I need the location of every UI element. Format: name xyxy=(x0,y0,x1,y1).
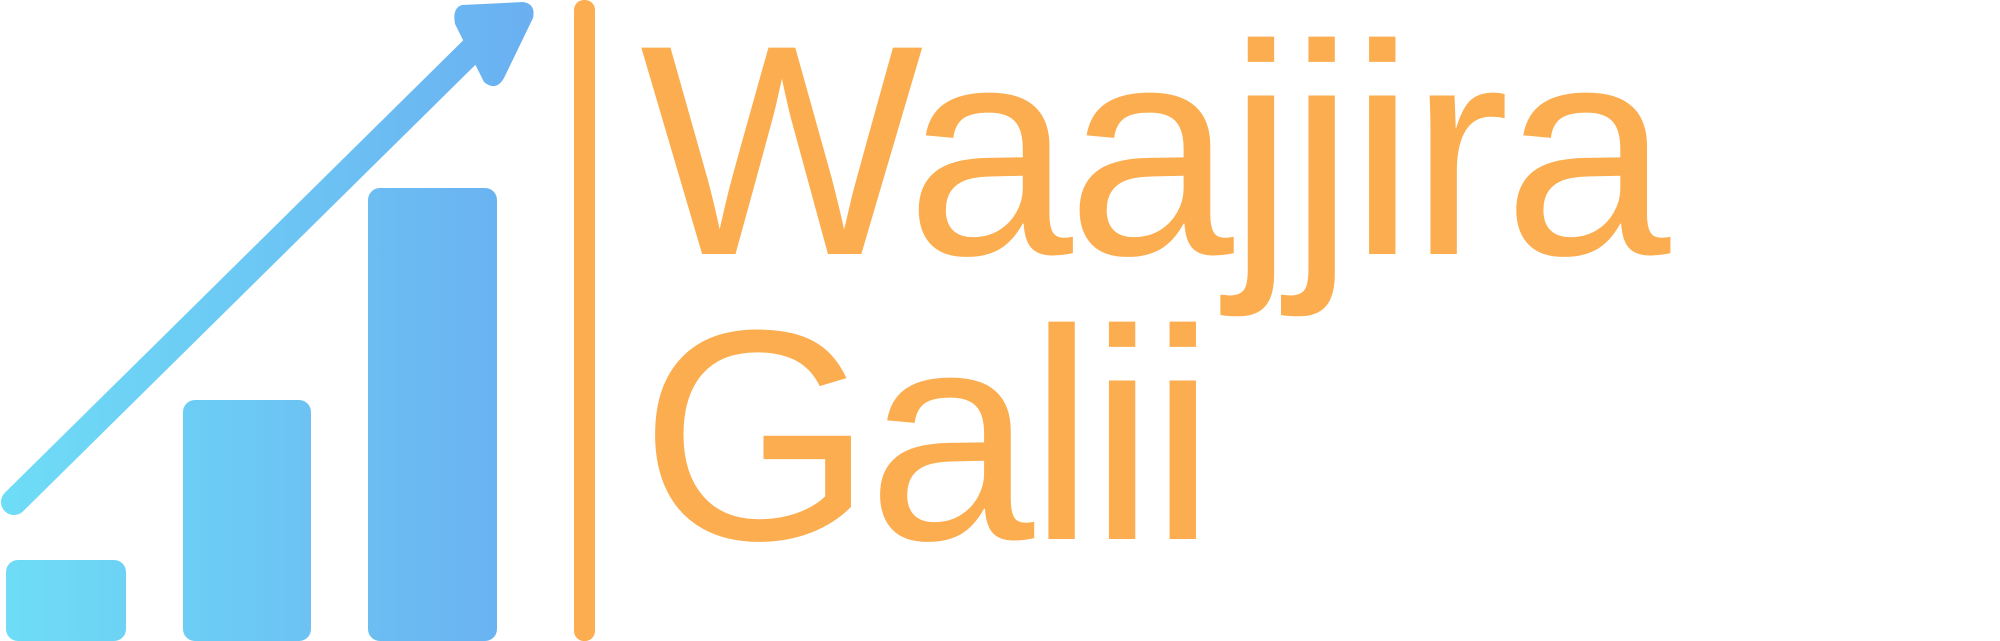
divider-bar xyxy=(574,0,595,641)
trend-arrow-icon xyxy=(1,2,534,515)
chart-bar-3 xyxy=(368,188,497,641)
chart-bar-1 xyxy=(6,560,126,641)
brand-name-line-2: Galii xyxy=(640,267,1216,603)
brand-name-line-1: Waajjira xyxy=(640,0,1670,318)
wordmark: Waajjira Galii xyxy=(640,0,2000,641)
chart-bar-2 xyxy=(183,400,311,641)
